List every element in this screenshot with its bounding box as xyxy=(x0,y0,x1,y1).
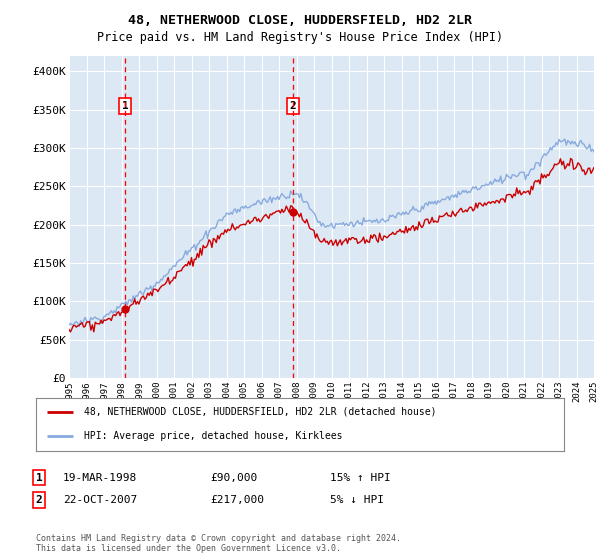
Text: 2: 2 xyxy=(35,495,43,505)
Bar xyxy=(125,56,293,378)
Text: Contains HM Land Registry data © Crown copyright and database right 2024.
This d: Contains HM Land Registry data © Crown c… xyxy=(36,534,401,553)
Text: 15% ↑ HPI: 15% ↑ HPI xyxy=(330,473,391,483)
Text: 2: 2 xyxy=(289,101,296,111)
Text: Price paid vs. HM Land Registry's House Price Index (HPI): Price paid vs. HM Land Registry's House … xyxy=(97,31,503,44)
Text: 5% ↓ HPI: 5% ↓ HPI xyxy=(330,495,384,505)
Text: £217,000: £217,000 xyxy=(210,495,264,505)
Text: 1: 1 xyxy=(35,473,43,483)
Text: £90,000: £90,000 xyxy=(210,473,257,483)
Text: 22-OCT-2007: 22-OCT-2007 xyxy=(63,495,137,505)
Text: 19-MAR-1998: 19-MAR-1998 xyxy=(63,473,137,483)
Text: 1: 1 xyxy=(122,101,128,111)
Text: 48, NETHERWOOD CLOSE, HUDDERSFIELD, HD2 2LR: 48, NETHERWOOD CLOSE, HUDDERSFIELD, HD2 … xyxy=(128,14,472,27)
Text: HPI: Average price, detached house, Kirklees: HPI: Average price, detached house, Kirk… xyxy=(83,431,342,441)
Text: 48, NETHERWOOD CLOSE, HUDDERSFIELD, HD2 2LR (detached house): 48, NETHERWOOD CLOSE, HUDDERSFIELD, HD2 … xyxy=(83,407,436,417)
